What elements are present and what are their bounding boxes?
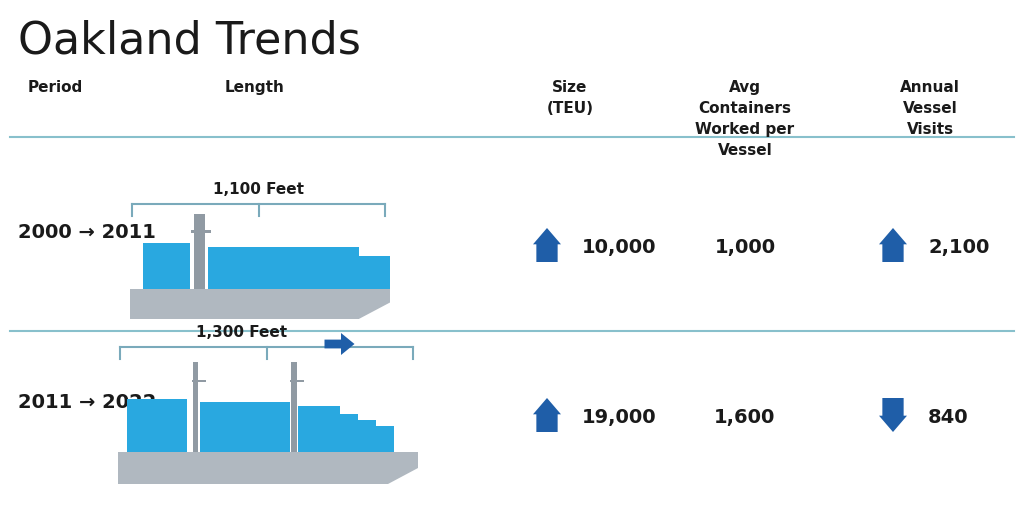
Bar [358,257,390,290]
Bar [292,363,297,452]
Bar [290,380,304,382]
Text: 1,100 Feet: 1,100 Feet [213,182,304,196]
Text: Avg
Containers
Worked per
Vessel: Avg Containers Worked per Vessel [695,80,795,158]
Bar [191,380,206,382]
Text: 1,300 Feet: 1,300 Feet [196,324,287,340]
Text: 2011 → 2022: 2011 → 2022 [18,393,157,412]
Bar [193,363,199,452]
Bar [340,414,358,452]
Bar [194,215,206,290]
Text: 840: 840 [928,408,969,427]
Bar [143,243,189,290]
Text: 10,000: 10,000 [582,238,656,257]
Text: 2,100: 2,100 [928,238,989,257]
Text: 2000 → 2011: 2000 → 2011 [18,223,156,242]
Polygon shape [879,229,907,263]
Text: 19,000: 19,000 [582,408,656,427]
Text: Oakland Trends: Oakland Trends [18,20,360,63]
Polygon shape [325,333,354,355]
Polygon shape [534,229,561,263]
Text: Size
(TEU): Size (TEU) [547,80,594,116]
Bar [298,406,340,452]
Polygon shape [118,452,418,484]
Text: Annual
Vessel
Visits: Annual Vessel Visits [900,80,959,137]
Polygon shape [534,398,561,432]
Text: 1,600: 1,600 [715,408,776,427]
Text: Period: Period [28,80,83,95]
Bar [208,247,358,290]
Bar [376,427,394,452]
Bar [191,231,211,233]
Text: 1,000: 1,000 [715,238,775,257]
Bar [200,403,290,452]
Polygon shape [130,290,390,319]
Polygon shape [879,398,907,432]
Text: Length: Length [225,80,285,95]
Bar [358,420,376,452]
Bar [127,400,187,452]
